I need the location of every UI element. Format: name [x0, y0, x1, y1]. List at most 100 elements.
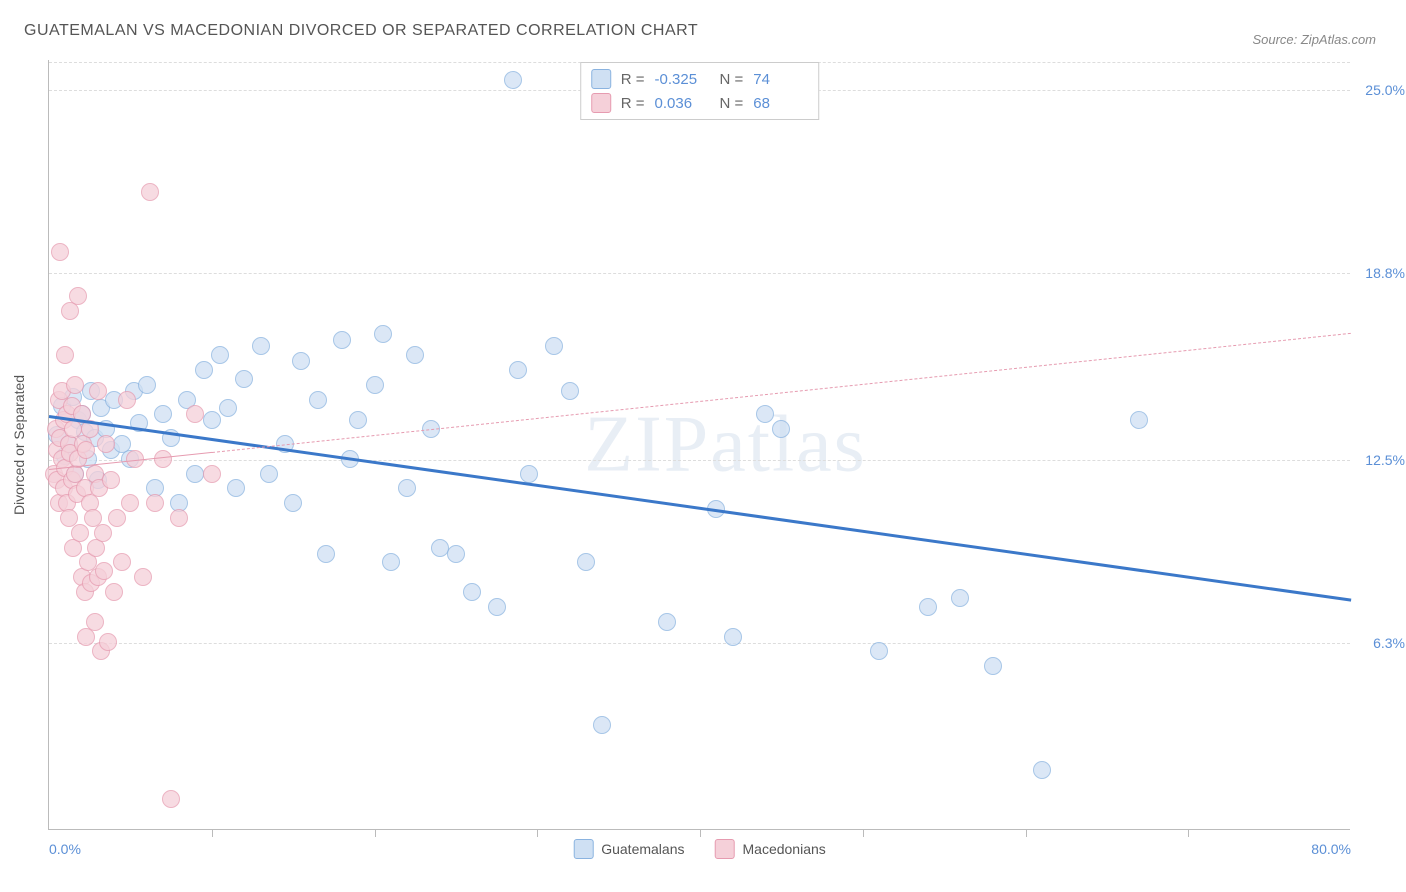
scatter-point — [141, 183, 159, 201]
scatter-point — [211, 346, 229, 364]
stats-row: R = -0.325 N = 74 — [591, 67, 809, 91]
scatter-point — [170, 509, 188, 527]
scatter-point — [520, 465, 538, 483]
stat-value: -0.325 — [655, 71, 710, 88]
chart-plot-area: ZIPatlas Divorced or Separated 6.3%12.5%… — [48, 60, 1350, 830]
scatter-point — [94, 524, 112, 542]
scatter-point — [186, 405, 204, 423]
scatter-point — [545, 337, 563, 355]
scatter-point — [260, 465, 278, 483]
scatter-point — [374, 325, 392, 343]
y-tick-label: 12.5% — [1365, 452, 1405, 468]
x-tick — [375, 829, 376, 837]
scatter-point — [398, 479, 416, 497]
stats-row: R = 0.036 N = 68 — [591, 91, 809, 115]
scatter-point — [102, 471, 120, 489]
x-tick — [700, 829, 701, 837]
scatter-point — [870, 642, 888, 660]
scatter-point — [309, 391, 327, 409]
legend-label: Macedonians — [743, 841, 826, 857]
stat-label: R = — [621, 95, 645, 112]
stat-value: 0.036 — [655, 95, 710, 112]
gridline — [49, 643, 1350, 644]
scatter-point — [919, 598, 937, 616]
stats-legend: R = -0.325 N = 74 R = 0.036 N = 68 — [580, 62, 820, 120]
scatter-point — [51, 243, 69, 261]
stat-label: R = — [621, 71, 645, 88]
stat-value: 68 — [753, 95, 808, 112]
scatter-point — [366, 376, 384, 394]
scatter-point — [317, 545, 335, 563]
scatter-point — [1033, 761, 1051, 779]
scatter-point — [86, 613, 104, 631]
scatter-point — [772, 420, 790, 438]
x-tick-label: 0.0% — [49, 841, 81, 857]
stat-value: 74 — [753, 71, 808, 88]
gridline — [49, 273, 1350, 274]
watermark: ZIPatlas — [584, 399, 867, 490]
stat-label: N = — [720, 71, 744, 88]
scatter-point — [95, 562, 113, 580]
scatter-point — [463, 583, 481, 601]
x-tick-label: 80.0% — [1311, 841, 1351, 857]
x-tick — [1188, 829, 1189, 837]
scatter-point — [235, 370, 253, 388]
scatter-point — [89, 382, 107, 400]
scatter-point — [108, 509, 126, 527]
scatter-point — [219, 399, 237, 417]
swatch-icon — [573, 839, 593, 859]
y-axis-label: Divorced or Separated — [11, 374, 27, 514]
x-tick — [1026, 829, 1027, 837]
gridline — [49, 460, 1350, 461]
scatter-point — [97, 435, 115, 453]
scatter-point — [146, 494, 164, 512]
scatter-point — [113, 553, 131, 571]
scatter-point — [406, 346, 424, 364]
scatter-point — [951, 589, 969, 607]
scatter-point — [488, 598, 506, 616]
scatter-point — [577, 553, 595, 571]
source-label: Source: ZipAtlas.com — [1252, 32, 1376, 47]
scatter-point — [77, 441, 95, 459]
y-tick-label: 25.0% — [1365, 82, 1405, 98]
scatter-point — [333, 331, 351, 349]
scatter-point — [99, 633, 117, 651]
bottom-legend: Guatemalans Macedonians — [573, 839, 826, 859]
swatch-icon — [591, 93, 611, 113]
scatter-point — [134, 568, 152, 586]
scatter-point — [162, 790, 180, 808]
y-tick-label: 6.3% — [1373, 635, 1405, 651]
scatter-point — [227, 479, 245, 497]
scatter-point — [561, 382, 579, 400]
stat-label: N = — [720, 95, 744, 112]
scatter-point — [984, 657, 1002, 675]
swatch-icon — [715, 839, 735, 859]
chart-title: GUATEMALAN VS MACEDONIAN DIVORCED OR SEP… — [24, 22, 698, 40]
scatter-point — [756, 405, 774, 423]
legend-item: Macedonians — [715, 839, 826, 859]
scatter-point — [203, 465, 221, 483]
scatter-point — [724, 628, 742, 646]
y-tick-label: 18.8% — [1365, 265, 1405, 281]
scatter-point — [154, 450, 172, 468]
scatter-point — [71, 524, 89, 542]
scatter-point — [69, 287, 87, 305]
legend-label: Guatemalans — [601, 841, 684, 857]
scatter-point — [252, 337, 270, 355]
scatter-point — [284, 494, 302, 512]
scatter-point — [56, 346, 74, 364]
scatter-point — [593, 716, 611, 734]
scatter-point — [382, 553, 400, 571]
scatter-point — [121, 494, 139, 512]
scatter-point — [105, 583, 123, 601]
scatter-point — [349, 411, 367, 429]
swatch-icon — [591, 69, 611, 89]
scatter-point — [195, 361, 213, 379]
scatter-point — [658, 613, 676, 631]
scatter-point — [66, 376, 84, 394]
x-tick — [537, 829, 538, 837]
scatter-point — [447, 545, 465, 563]
x-tick — [863, 829, 864, 837]
scatter-point — [292, 352, 310, 370]
scatter-point — [1130, 411, 1148, 429]
